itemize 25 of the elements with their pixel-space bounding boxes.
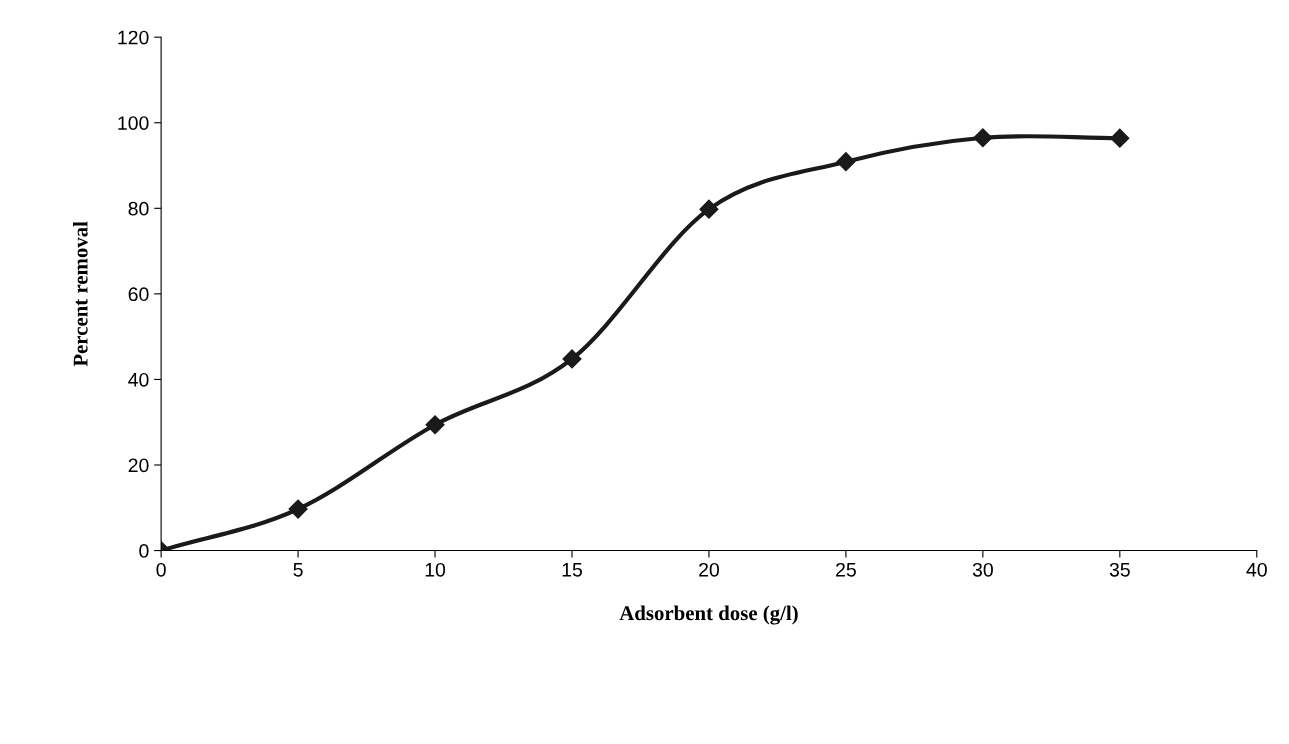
y-tick-label: 60 <box>128 287 149 302</box>
x-axis-title: Adsorbent dose (g/l) <box>619 605 798 625</box>
y-tick-label: 100 <box>118 116 149 130</box>
point <box>836 152 856 172</box>
x-tick-label: 0 <box>156 562 166 577</box>
x-tick-label: 30 <box>972 562 993 577</box>
point <box>699 199 719 219</box>
point <box>562 349 582 369</box>
y-axis-title: Percent removal <box>72 221 88 367</box>
y-tick-label: 120 <box>118 30 149 45</box>
y-tick-label: 40 <box>128 372 149 387</box>
x-tick-label: 25 <box>836 562 856 577</box>
x-tick-label: 5 <box>293 563 303 577</box>
y-tick-label: 0 <box>139 544 149 558</box>
y-tick-label: 20 <box>128 458 149 473</box>
x-tick-label: 20 <box>699 562 719 577</box>
point <box>973 128 993 148</box>
y-tick-label: 80 <box>128 201 149 216</box>
x-tick-label: 10 <box>425 562 446 577</box>
point <box>288 499 308 519</box>
x-tick-label: 15 <box>562 563 582 577</box>
point <box>425 415 445 435</box>
x-tick-label: 40 <box>1246 562 1267 577</box>
point <box>1110 128 1130 148</box>
x-tick-label: 35 <box>1109 562 1130 577</box>
